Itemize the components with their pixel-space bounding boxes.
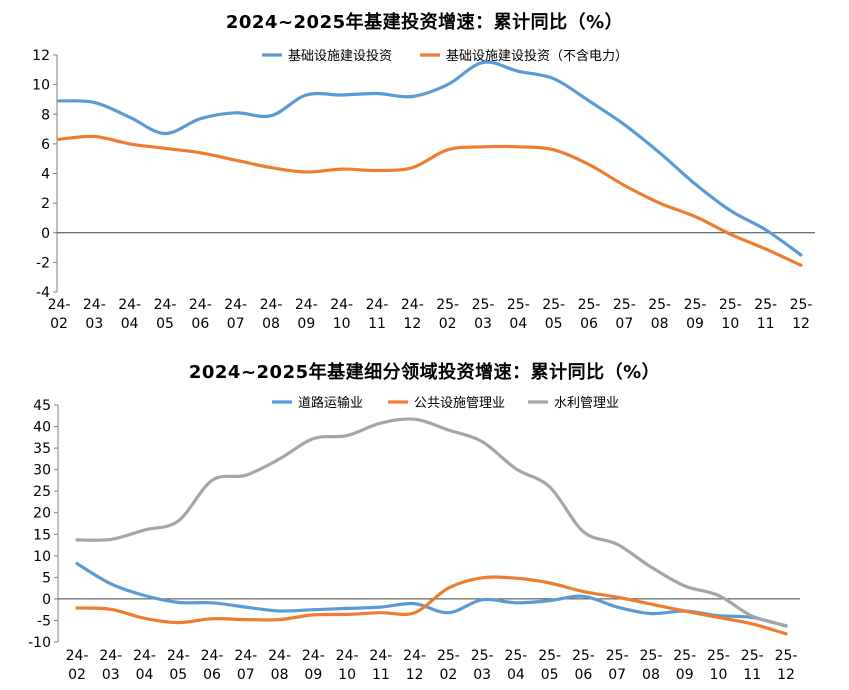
chart1-x-tick-label: 24-11 bbox=[366, 297, 389, 332]
chart1-x-tick-label: 24-12 bbox=[401, 297, 424, 332]
chart1-legend-label: 基础设施建设投资（不含电力） bbox=[446, 48, 628, 64]
chart2-y-tick-label: 5 bbox=[42, 570, 51, 586]
chart1-y-tick-label: -2 bbox=[36, 255, 50, 271]
chart2-x-tick-label: 24-08 bbox=[268, 648, 291, 683]
chart2-y-tick-label: -5 bbox=[37, 613, 51, 629]
chart2-x-tick-label: 25-04 bbox=[504, 648, 527, 683]
chart1-y-tick-label: 4 bbox=[41, 167, 50, 183]
chart2-y-tick-label: -10 bbox=[28, 635, 51, 651]
chart1-x-tick-label: 24-08 bbox=[260, 297, 283, 332]
chart2-y-tick-label: 30 bbox=[33, 463, 51, 479]
chart2-x-tick-label: 24-06 bbox=[201, 648, 224, 683]
chart1-x-tick-label: 24-06 bbox=[189, 297, 212, 332]
chart2-title: 2024~2025年基建细分领域投资增速：累计同比（%） bbox=[188, 362, 661, 383]
chart2-legend-label: 公共设施管理业 bbox=[414, 396, 505, 411]
chart1-series-line-1 bbox=[57, 60, 803, 257]
chart2-x-tick-label: 25-03 bbox=[471, 648, 494, 683]
chart2-x-tick-label: 25-12 bbox=[775, 648, 798, 683]
chart1-y-tick-label: 8 bbox=[41, 107, 50, 123]
chart1-x-tick-label: 25-10 bbox=[719, 297, 742, 332]
chart1-x-tick-label: 25-12 bbox=[790, 297, 813, 332]
chart2-y-tick-label: 10 bbox=[33, 549, 51, 565]
chart2-y-tick-label: 45 bbox=[33, 398, 51, 414]
chart1-x-tick-label: 24-02 bbox=[48, 297, 71, 332]
chart1-legend-label: 基础设施建设投资 bbox=[288, 48, 392, 64]
chart1-x-tick-label: 24-10 bbox=[330, 297, 353, 332]
chart1-y-tick-label: 10 bbox=[32, 78, 50, 94]
chart1-x-tick-label: 25-07 bbox=[613, 297, 636, 332]
chart1-x-tick-label: 25-02 bbox=[436, 297, 459, 332]
chart2-x-tick-label: 24-02 bbox=[66, 648, 89, 683]
chart1-x-tick-label: 24-04 bbox=[118, 297, 141, 332]
chart1-x-tick-label: 25-06 bbox=[578, 297, 601, 332]
chart1-x-tick-label: 25-05 bbox=[542, 297, 565, 332]
chart2-x-tick-label: 24-05 bbox=[167, 648, 190, 683]
chart1-y-tick-label: 12 bbox=[32, 48, 50, 64]
chart2-x-tick-label: 24-09 bbox=[302, 648, 325, 683]
chart1-y-tick-label: 0 bbox=[41, 226, 50, 242]
chart2-x-tick-label: 25-06 bbox=[572, 648, 595, 683]
chart2-x-tick-label: 25-09 bbox=[673, 648, 696, 683]
chart2-y-tick-label: 40 bbox=[33, 420, 51, 436]
chart1-x-tick-label: 24-05 bbox=[154, 297, 177, 332]
chart2-x-tick-label: 25-02 bbox=[437, 648, 460, 683]
chart1-y-tick-label: 2 bbox=[41, 196, 50, 212]
chart1-y-tick-label: 6 bbox=[41, 137, 50, 153]
chart2-y-tick-label: 25 bbox=[33, 484, 51, 500]
chart1-x-tick-label: 25-11 bbox=[754, 297, 777, 332]
chart1-title: 2024~2025年基建投资增速：累计同比（%） bbox=[225, 12, 624, 33]
chart2-series-line-1 bbox=[75, 562, 788, 628]
chart2-y-tick-label: 15 bbox=[33, 527, 51, 543]
chart2-x-tick-label: 25-07 bbox=[606, 648, 629, 683]
chart2-x-tick-label: 25-08 bbox=[640, 648, 663, 683]
chart1-plot: -4 -2 0 2 4 6 8 10 12 24-02 24-03 24-04 24-05 24-06 24… bbox=[32, 48, 815, 332]
chart2-x-tick-label: 24-11 bbox=[369, 648, 392, 683]
chart1-x-tick-label: 24-09 bbox=[295, 297, 318, 332]
chart2-series-line-2 bbox=[75, 575, 788, 636]
chart2-x-tick-label: 24-10 bbox=[336, 648, 359, 683]
chart2-x-tick-label: 24-03 bbox=[99, 648, 122, 683]
chart2-x-tick-label: 24-04 bbox=[133, 648, 156, 683]
chart2-legend-label: 道路运输业 bbox=[298, 395, 363, 411]
chart2-x-tick-label: 25-10 bbox=[707, 648, 730, 683]
chart1-x-tick-label: 25-08 bbox=[648, 297, 671, 332]
chart2-legend-label: 水利管理业 bbox=[554, 396, 619, 411]
chart2-y-tick-label: 35 bbox=[33, 441, 51, 457]
chart1-x-tick-label: 25-09 bbox=[684, 297, 707, 332]
chart2-y-tick-label: 0 bbox=[42, 592, 51, 608]
chart2-x-tick-label: 24-12 bbox=[403, 648, 426, 683]
chart1-x-tick-label: 25-03 bbox=[472, 297, 495, 332]
chart1-x-tick-label: 24-07 bbox=[224, 297, 247, 332]
chart2-y-tick-label: 20 bbox=[33, 506, 51, 522]
chart1-y-tick-label: -4 bbox=[36, 285, 50, 301]
chart2-x-tick-label: 25-05 bbox=[538, 648, 561, 683]
chart1-x-tick-label: 24-03 bbox=[83, 297, 106, 332]
chart2-x-tick-label: 25-11 bbox=[741, 648, 764, 683]
chart1-series-line-2 bbox=[57, 134, 803, 267]
chart2-x-tick-label: 24-07 bbox=[234, 648, 257, 683]
chart2-series-line-3 bbox=[75, 417, 788, 628]
chart1-x-tick-label: 25-04 bbox=[507, 297, 530, 332]
